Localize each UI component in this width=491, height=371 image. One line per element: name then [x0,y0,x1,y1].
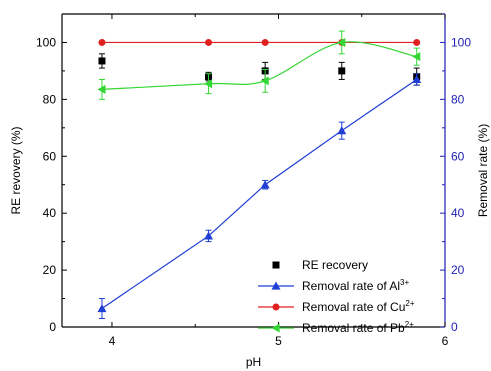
series-line [101,41,417,91]
data-point [97,84,106,94]
data-point [412,74,422,84]
legend-marker [271,323,280,333]
y-right-tick-label: 0 [451,320,458,334]
y-right-tick-label: 20 [451,263,465,277]
y-right-axis-title: Removal rate (%) [476,124,490,217]
y-right-tick-label: 40 [451,206,465,220]
legend-marker [272,303,280,311]
data-point [204,79,213,89]
y-right-tick-label: 100 [451,35,471,49]
data-point [205,38,213,46]
x-tick-label: 4 [109,334,116,348]
legend-marker [272,261,280,269]
y-left-axis-title: RE revovery (%) [9,126,23,214]
data-point [413,38,421,46]
data-point [412,52,421,62]
x-axis-title: pH [246,355,261,369]
data-point [204,231,214,240]
legend-label: Removal rate of Cu2+ [302,299,415,314]
y-left-tick-label: 60 [43,149,57,163]
legend-marker [271,281,281,290]
legend-entry: Removal rate of Pb2+ [258,320,414,335]
legend-label: RE recovery [302,258,368,272]
y-left-tick-label: 100 [36,35,56,49]
legend-label: Removal rate of Pb2+ [302,320,414,335]
y-left-tick-label: 40 [43,206,57,220]
data-point [98,57,106,65]
series-line [101,78,418,310]
series-0 [98,53,421,86]
legend-entry: RE recovery [272,258,368,272]
y-left-tick-label: 0 [49,320,56,334]
y-left-tick-label: 20 [43,263,57,277]
data-point [337,126,347,135]
data-point [260,76,269,86]
x-tick-label: 6 [442,334,449,348]
y-left-tick-label: 80 [43,92,57,106]
y-right-tick-label: 80 [451,92,465,106]
data-point [260,180,270,189]
series-2 [98,38,421,46]
data-point [261,38,269,46]
x-tick-label: 5 [275,334,282,348]
data-point [97,304,107,313]
data-point [98,38,106,46]
series-3 [97,30,421,100]
legend-entry: Removal rate of Al3+ [258,278,409,293]
data-point [338,67,346,75]
y-right-tick-label: 60 [451,149,465,163]
series-1 [97,73,422,319]
legend-label: Removal rate of Al3+ [302,278,409,293]
data-point [337,37,346,47]
legend-entry: Removal rate of Cu2+ [258,299,415,314]
